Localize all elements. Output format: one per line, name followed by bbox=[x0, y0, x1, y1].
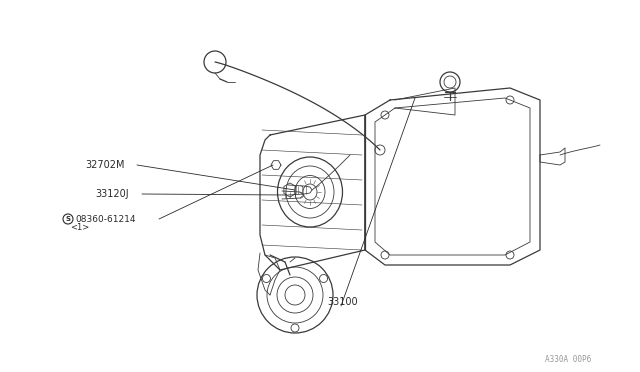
Text: 33120J: 33120J bbox=[95, 189, 129, 199]
Text: <1>: <1> bbox=[70, 222, 89, 231]
Text: 08360-61214: 08360-61214 bbox=[75, 215, 136, 224]
Text: A330A 00P6: A330A 00P6 bbox=[545, 355, 591, 364]
Text: S: S bbox=[65, 216, 70, 222]
Text: 33100: 33100 bbox=[327, 297, 358, 307]
Text: 32702M: 32702M bbox=[85, 160, 125, 170]
